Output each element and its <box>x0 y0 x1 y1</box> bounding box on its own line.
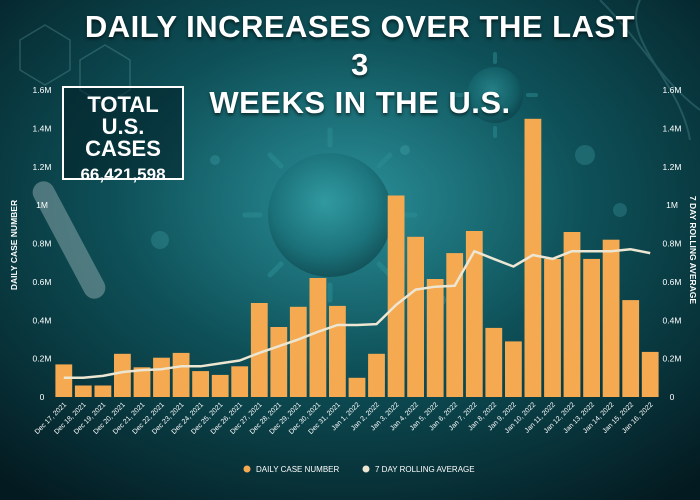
chart-legend: DAILY CASE NUMBER 7 DAY ROLLING AVERAGE <box>243 465 475 474</box>
right-tick-label: 0.6M <box>663 277 682 287</box>
y-axis-label-left: DAILY CASE NUMBER <box>9 200 19 290</box>
bar-11 <box>270 327 288 397</box>
bar-20 <box>446 253 464 397</box>
total-cases-box: TOTAL U.S. CASES 66,421,598 <box>62 86 184 184</box>
chart-title-line-2: WEEKS IN THE U.S. <box>209 85 511 120</box>
bar-26 <box>563 232 581 397</box>
bar-15 <box>348 377 366 397</box>
virus-shape-large <box>242 127 418 303</box>
legend-swatch-rolling <box>362 465 370 473</box>
bar-6 <box>172 352 190 397</box>
left-tick-label: 1.6M <box>33 85 52 95</box>
bar-16 <box>368 353 385 397</box>
left-tick-label: 1M <box>36 200 48 210</box>
right-tick-label: 0.2M <box>663 354 682 364</box>
left-tick-label: 0.6M <box>33 277 52 287</box>
bar-5 <box>153 357 170 397</box>
bar-9 <box>231 366 249 397</box>
bar-4 <box>133 367 151 397</box>
left-tick-label: 0 <box>40 392 45 402</box>
bar-3 <box>114 353 131 397</box>
total-cases-label-line-2: CASES <box>85 136 161 161</box>
total-cases-value: 66,421,598 <box>80 165 166 184</box>
bar-2 <box>94 385 112 397</box>
bar-28 <box>602 239 620 397</box>
bar-22 <box>485 327 503 397</box>
bar-18 <box>407 236 424 397</box>
bar-17 <box>387 195 405 397</box>
legend-swatch-daily <box>243 465 251 473</box>
rolling-average-line <box>63 248 651 380</box>
y-axis-label-right: 7 DAY ROLLING AVERAGE <box>688 196 698 304</box>
left-tick-label: 1.2M <box>33 162 52 172</box>
legend-label-daily: DAILY CASE NUMBER <box>256 465 340 474</box>
legend-label-rolling: 7 DAY ROLLING AVERAGE <box>375 465 475 474</box>
right-tick-label: 1M <box>666 200 678 210</box>
bar-13 <box>309 278 327 397</box>
bar-21 <box>465 231 483 397</box>
bar-19 <box>426 279 444 397</box>
total-cases-label-line-1: TOTAL U.S. <box>87 92 159 139</box>
right-tick-label: 1.4M <box>663 123 682 133</box>
left-tick-label: 0.4M <box>33 315 52 325</box>
virus-shape-small <box>452 52 538 138</box>
bar-30 <box>641 351 659 397</box>
bar-14 <box>329 305 346 397</box>
bar-25 <box>544 258 561 397</box>
bar-7 <box>192 371 209 397</box>
left-tick-label: 0.8M <box>33 239 52 249</box>
right-tick-label: 0.8M <box>663 239 682 249</box>
chart-title-line-1: DAILY INCREASES OVER THE LAST 3 <box>84 9 636 82</box>
bar-12 <box>289 306 307 397</box>
right-axis-ticks: 0 0.2M 0.4M 0.6M 0.8M 1M 1.2M 1.4M 1.6M <box>663 85 682 402</box>
left-axis-ticks: 0 0.2M 0.4M 0.6M 0.8M 1M 1.2M 1.4M 1.6M <box>33 85 52 402</box>
bar-0 <box>55 364 73 397</box>
right-tick-label: 0 <box>670 392 675 402</box>
right-tick-label: 1.6M <box>663 85 682 95</box>
dna-helix-shape <box>599 0 700 141</box>
chart-title: DAILY INCREASES OVER THE LAST 3 WEEKS IN… <box>80 8 640 122</box>
right-tick-label: 1.2M <box>663 162 682 172</box>
bar-8 <box>211 374 229 397</box>
bar-23 <box>505 341 522 397</box>
test-tube-shape <box>32 181 106 299</box>
right-tick-label: 0.4M <box>663 315 682 325</box>
left-tick-label: 0.2M <box>33 354 52 364</box>
bar-10 <box>250 303 268 397</box>
bar-1 <box>74 385 92 397</box>
bar-29 <box>622 300 640 397</box>
bar-27 <box>583 258 600 397</box>
bar-series <box>55 118 659 398</box>
left-tick-label: 1.4M <box>33 123 52 133</box>
bar-24 <box>524 118 542 398</box>
